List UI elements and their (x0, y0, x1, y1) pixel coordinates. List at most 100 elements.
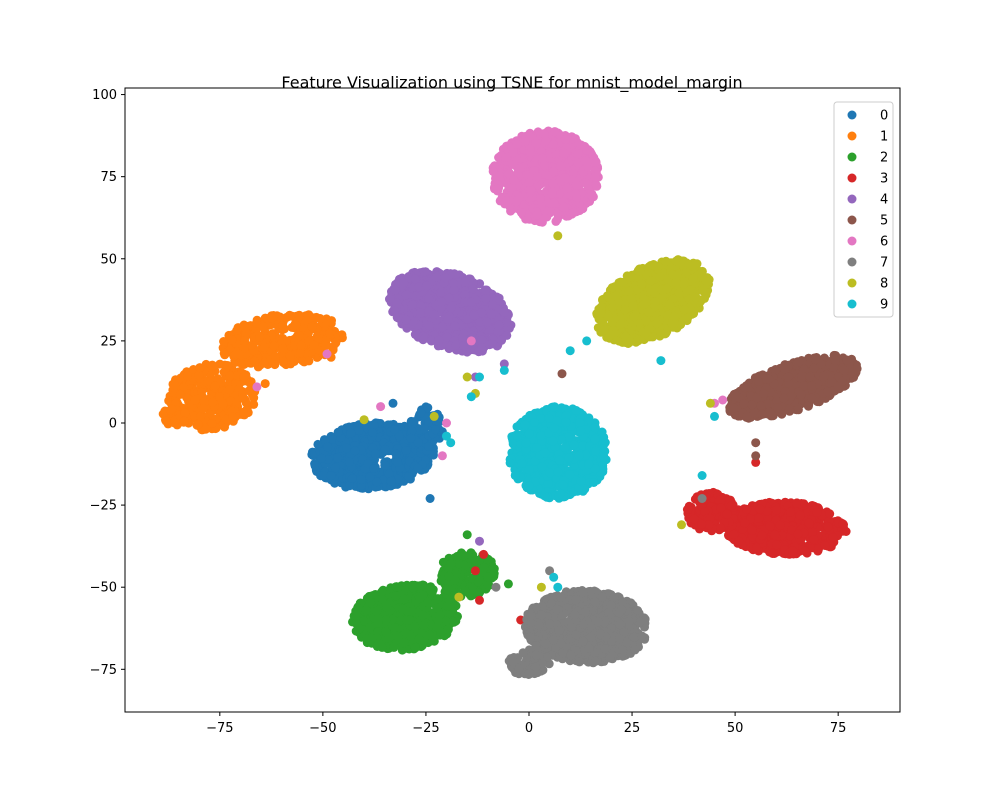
point-5 (751, 438, 761, 448)
point-4 (390, 285, 400, 295)
point-0 (384, 469, 394, 479)
point-0 (428, 450, 438, 460)
point-3 (757, 530, 767, 540)
point-3 (792, 498, 801, 508)
point-0 (319, 470, 329, 480)
point-1 (239, 407, 248, 417)
point-3 (729, 529, 739, 539)
point-0 (333, 427, 343, 437)
point-1 (237, 359, 247, 369)
point-1 (220, 350, 230, 360)
point-2 (419, 620, 429, 630)
point-1 (291, 320, 301, 330)
point-1 (252, 318, 262, 328)
point-0 (413, 463, 423, 473)
point-1 (201, 424, 211, 434)
point-1 (227, 335, 237, 345)
point-1 (295, 348, 305, 358)
point-1 (194, 370, 204, 380)
point-2 (474, 576, 484, 586)
point-2 (365, 598, 375, 608)
point-4 (468, 284, 478, 294)
point-2 (414, 634, 424, 644)
point-4 (401, 315, 411, 325)
point-3 (775, 520, 785, 530)
point-4 (401, 290, 411, 300)
point-3 (838, 519, 848, 529)
point-1 (219, 337, 229, 346)
point-4 (424, 321, 434, 331)
point-3 (742, 504, 752, 514)
point-2 (382, 602, 392, 612)
point-2 (362, 634, 371, 644)
point-1 (259, 342, 269, 352)
point-2 (410, 643, 420, 653)
chart-title: Feature Visualization using TSNE for mni… (281, 73, 742, 93)
point-0 (380, 445, 390, 455)
point-3 (828, 533, 838, 542)
point-1 (161, 416, 171, 426)
point-2 (479, 563, 489, 572)
point-0 (326, 471, 336, 481)
point-3 (715, 494, 725, 504)
point-0 (388, 398, 398, 408)
point-1 (267, 313, 277, 323)
point-4 (458, 332, 468, 342)
point-3 (770, 530, 780, 540)
point-2 (418, 610, 428, 620)
point-2 (399, 638, 409, 648)
point-3 (786, 507, 795, 517)
point-5 (796, 390, 806, 400)
point-1 (198, 404, 208, 414)
point-4 (415, 308, 425, 318)
point-2 (473, 588, 483, 598)
point-0 (404, 472, 414, 481)
point-1 (196, 412, 206, 422)
point-2 (372, 606, 382, 616)
point-0 (350, 446, 360, 456)
point-3 (689, 514, 699, 524)
point-5 (759, 388, 769, 398)
point-2 (450, 575, 460, 585)
point-0 (380, 460, 390, 470)
point-4 (410, 274, 420, 284)
point-4 (480, 285, 490, 295)
point-2 (425, 630, 434, 640)
point-4 (392, 298, 402, 308)
point-2 (425, 585, 435, 595)
point-2 (407, 580, 417, 590)
point-4 (451, 340, 461, 350)
point-2 (403, 606, 413, 616)
point-0 (416, 408, 426, 418)
point-4 (449, 285, 459, 295)
point-2 (503, 579, 513, 589)
point-5 (742, 411, 752, 421)
point-5 (810, 355, 820, 364)
point-4 (477, 335, 487, 344)
series-0 (307, 398, 447, 503)
point-4 (407, 300, 417, 310)
point-2 (435, 610, 445, 620)
point-1 (290, 341, 299, 351)
point-5 (729, 389, 739, 399)
point-5 (557, 369, 567, 379)
point-3 (754, 513, 764, 523)
point-3 (823, 522, 833, 532)
point-4 (494, 320, 504, 330)
point-4 (424, 294, 434, 304)
point-3 (820, 541, 830, 550)
point-2 (446, 559, 456, 569)
point-2 (399, 594, 409, 604)
point-4 (446, 303, 456, 313)
point-1 (239, 343, 249, 353)
point-3 (809, 535, 819, 545)
point-3 (772, 540, 782, 550)
point-2 (489, 564, 499, 574)
point-3 (788, 546, 798, 556)
point-4 (499, 307, 509, 317)
point-2 (381, 627, 391, 637)
point-1 (325, 329, 335, 339)
point-2 (443, 601, 452, 611)
point-3 (726, 501, 736, 511)
